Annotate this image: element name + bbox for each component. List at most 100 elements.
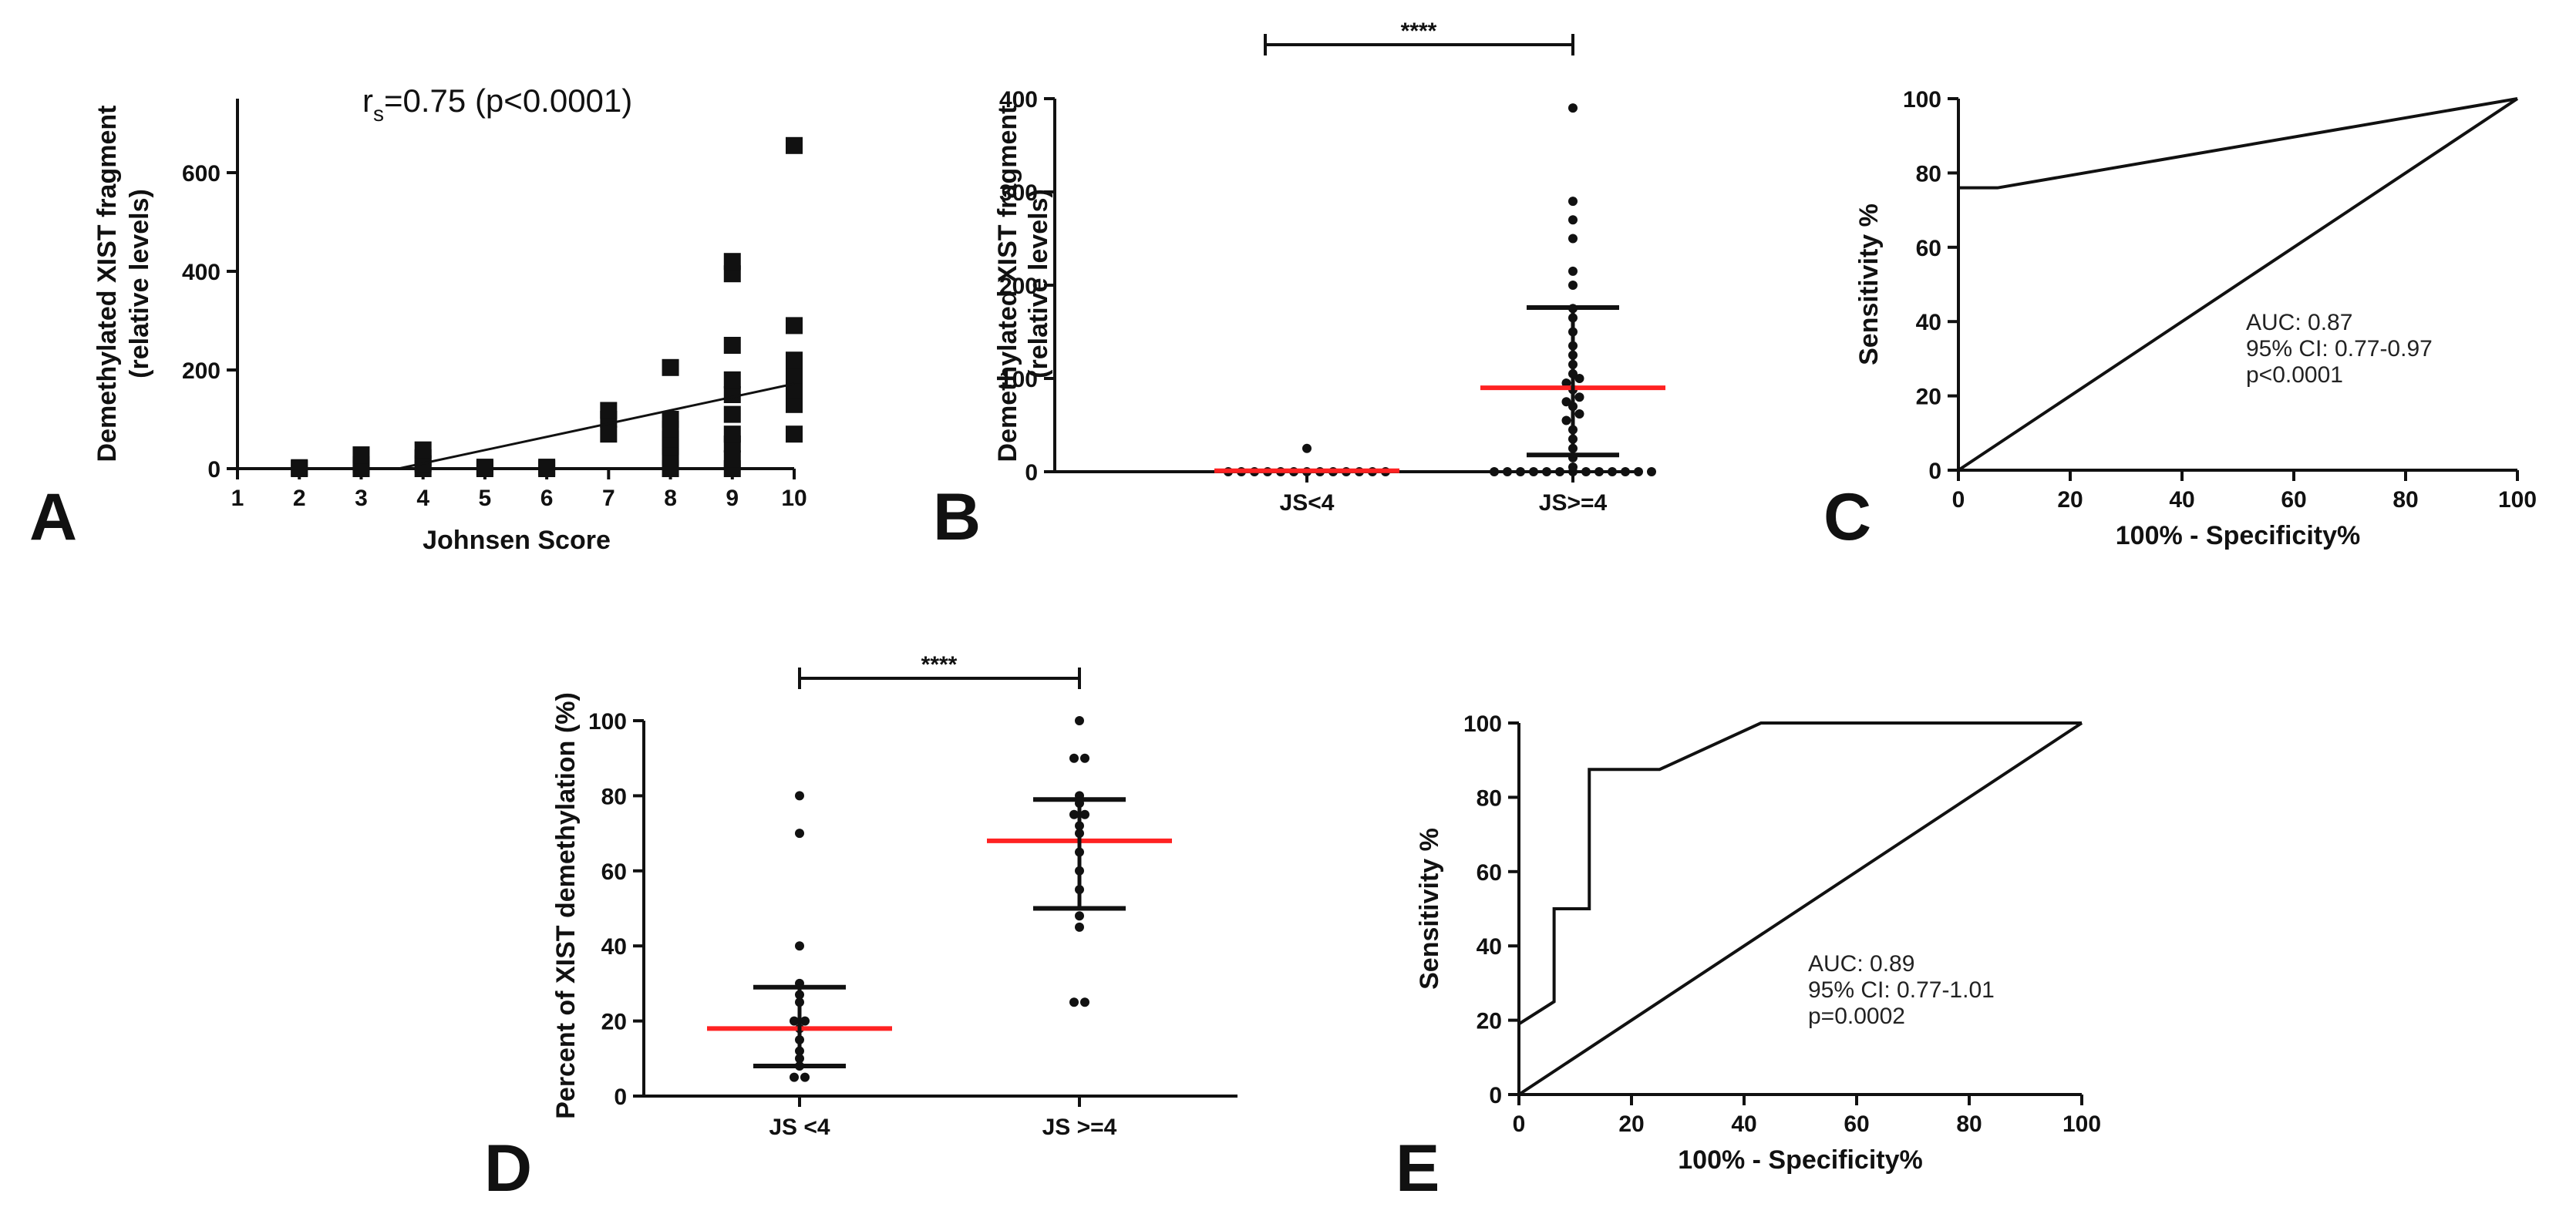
panel-a-data-point <box>786 136 803 154</box>
panel-b-y-tick-label: 100 <box>999 367 1038 392</box>
panel-d-data-point <box>795 791 804 801</box>
panel-b-data-point <box>1561 397 1571 407</box>
panel-b-data-point <box>1621 467 1630 476</box>
panel-b-data-point <box>1568 234 1578 244</box>
panel-label-e: E <box>1396 1132 1440 1206</box>
panel-a-data-point <box>786 381 803 399</box>
panel-a-data-point <box>476 459 493 476</box>
panel-a-data-point <box>786 425 803 443</box>
panel-a-y-tick-label: 600 <box>182 161 221 187</box>
panel-a-data-point <box>723 405 741 423</box>
panel-label-b: B <box>933 480 981 554</box>
panel-b-data-point <box>1581 467 1591 476</box>
panel-e-y-tick-label: 0 <box>1489 1083 1502 1108</box>
panel-b-y-label-1: Demethylated XIST fragment <box>993 106 1022 462</box>
panel-c-x-tick-label: 40 <box>2169 487 2194 513</box>
panel-b-data-point <box>1568 103 1578 113</box>
panel-d-data-point <box>790 1016 799 1026</box>
panel-b-data-point <box>1568 197 1578 207</box>
panel-a-x-tick-label: 5 <box>479 486 492 511</box>
panel-d-data-point <box>1075 922 1084 932</box>
panel-a-title-r: r <box>362 82 373 119</box>
panel-b-data-point <box>1503 467 1512 476</box>
panel-a-x-tick-label: 8 <box>664 486 677 511</box>
panel-a-data-point <box>786 395 803 413</box>
panel-e-x-tick-label: 40 <box>1731 1111 1756 1137</box>
panel-d-y-tick-label: 100 <box>588 709 627 735</box>
panel-a-title: rs=0.75 (p<0.0001) <box>362 82 632 126</box>
panel-d-data-point <box>790 1072 799 1082</box>
panel-d-y-tick-label: 0 <box>614 1085 627 1110</box>
panel-label-c: C <box>1823 480 1871 554</box>
panel-a-data-point <box>662 358 679 376</box>
panel-a-y-label-2: (relative levels) <box>125 189 154 378</box>
panel-e-y-tick-label: 80 <box>1477 785 1502 811</box>
panel-d-category-label: JS >=4 <box>1042 1115 1117 1140</box>
panel-a-y-label-1: Demethylated XIST fragment <box>93 106 122 462</box>
panel-a-x-tick-label: 9 <box>726 486 739 511</box>
panel-d-y-tick-label: 80 <box>601 784 627 809</box>
panel-d-data-point <box>795 941 804 951</box>
panel-c-y-tick-label: 0 <box>1928 459 1941 484</box>
panel-d-data-point <box>795 829 804 839</box>
panel-label-d: D <box>484 1132 532 1206</box>
panel-e-x-tick-label: 60 <box>1844 1111 1869 1137</box>
panel-d: 0 20 40 60 80 100 JS <4 JS >=4 **** Percent of XI… <box>551 652 1237 1140</box>
panel-c-y-tick-label: 100 <box>1903 87 1941 113</box>
panel-b-data-point <box>1594 467 1604 476</box>
panel-a-data-point <box>600 425 618 443</box>
panel-b-data-point <box>1490 467 1499 476</box>
panel-a-data-point <box>786 317 803 335</box>
panel-e-x-tick-label: 0 <box>1513 1111 1526 1137</box>
panel-a-data-point <box>662 411 679 428</box>
panel-c-x-tick-label: 20 <box>2057 487 2083 513</box>
panel-d-category-label: JS <4 <box>769 1115 830 1140</box>
panel-e-x-tick-label: 20 <box>1618 1111 1644 1137</box>
panel-a-y-tick-label: 400 <box>182 260 221 285</box>
panel-c-reference-curve <box>1957 97 2519 472</box>
panel-b-data-point <box>1568 281 1578 290</box>
panel-e-y-tick-label: 60 <box>1477 860 1502 886</box>
panel-c-annotation: p<0.0001 <box>2246 362 2343 388</box>
panel-b-data-point <box>1561 378 1571 388</box>
panel-e-reference-curve <box>1517 721 2083 1096</box>
panel-e-y-tick-label: 40 <box>1477 934 1502 960</box>
panel-d-y-tick-label: 40 <box>601 934 627 960</box>
panel-b-y-tick-label: 200 <box>999 274 1038 299</box>
panel-d-data-point <box>1075 716 1084 725</box>
panel-d-data-point <box>1069 753 1079 763</box>
panel-a-data-point <box>538 459 556 476</box>
panel-b-data-point <box>1568 215 1578 225</box>
panel-b-data-point <box>1555 467 1564 476</box>
panel-c-annotation: 95% CI: 0.77-0.97 <box>2246 336 2433 362</box>
panel-a-x-tick-label: 7 <box>602 486 615 511</box>
panel-c-y-tick-label: 20 <box>1916 385 1941 410</box>
panel-e-annotation: AUC: 0.89 <box>1808 951 1914 977</box>
panel-b-data-point <box>1302 443 1312 453</box>
panel-c-x-tick-label: 80 <box>2392 487 2418 513</box>
panel-e-y-tick-label: 20 <box>1477 1009 1502 1034</box>
panel-b-data-point <box>1608 467 1617 476</box>
panel-c-roc-curve <box>1958 97 2518 190</box>
panel-a-data-point <box>723 253 741 271</box>
panel-a-data-point <box>723 337 741 354</box>
panel-d-y-label: Percent of XIST demethylation (%) <box>551 692 581 1119</box>
panel-a-data-point <box>352 446 370 464</box>
panel-e-annotation: 95% CI: 0.77-1.01 <box>1808 977 1995 1003</box>
panel-b-data-point <box>1574 374 1584 383</box>
panel-c-y-tick-label: 40 <box>1916 310 1941 335</box>
panel-b-category-label: JS<4 <box>1280 490 1335 516</box>
panel-b-category-label: JS>=4 <box>1539 490 1608 516</box>
panel-c-x-tick-label: 0 <box>1952 487 1965 513</box>
panel-e-x-tick-label: 100 <box>2062 1111 2101 1137</box>
panel-b-y-tick-label: 300 <box>999 180 1038 206</box>
panel-b-y-tick-label: 400 <box>999 87 1038 113</box>
panel-a-data-point <box>291 459 308 476</box>
panel-d-data-point <box>1080 809 1089 819</box>
panel-b-data-point <box>1516 467 1525 476</box>
panel-a-x-tick-label: 10 <box>781 486 806 511</box>
panel-e-x-tick-label: 80 <box>1956 1111 1982 1137</box>
panel-a-x-tick-label: 2 <box>293 486 306 511</box>
